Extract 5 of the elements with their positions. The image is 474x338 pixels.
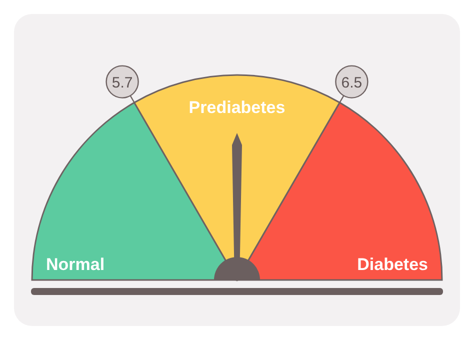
text: 6.5 <box>341 74 362 92</box>
text: 5.7 <box>112 74 133 92</box>
slice-label: Prediabetes <box>188 98 286 117</box>
slice-label: Normal <box>46 255 105 274</box>
slice-label: Diabetes <box>357 255 428 274</box>
